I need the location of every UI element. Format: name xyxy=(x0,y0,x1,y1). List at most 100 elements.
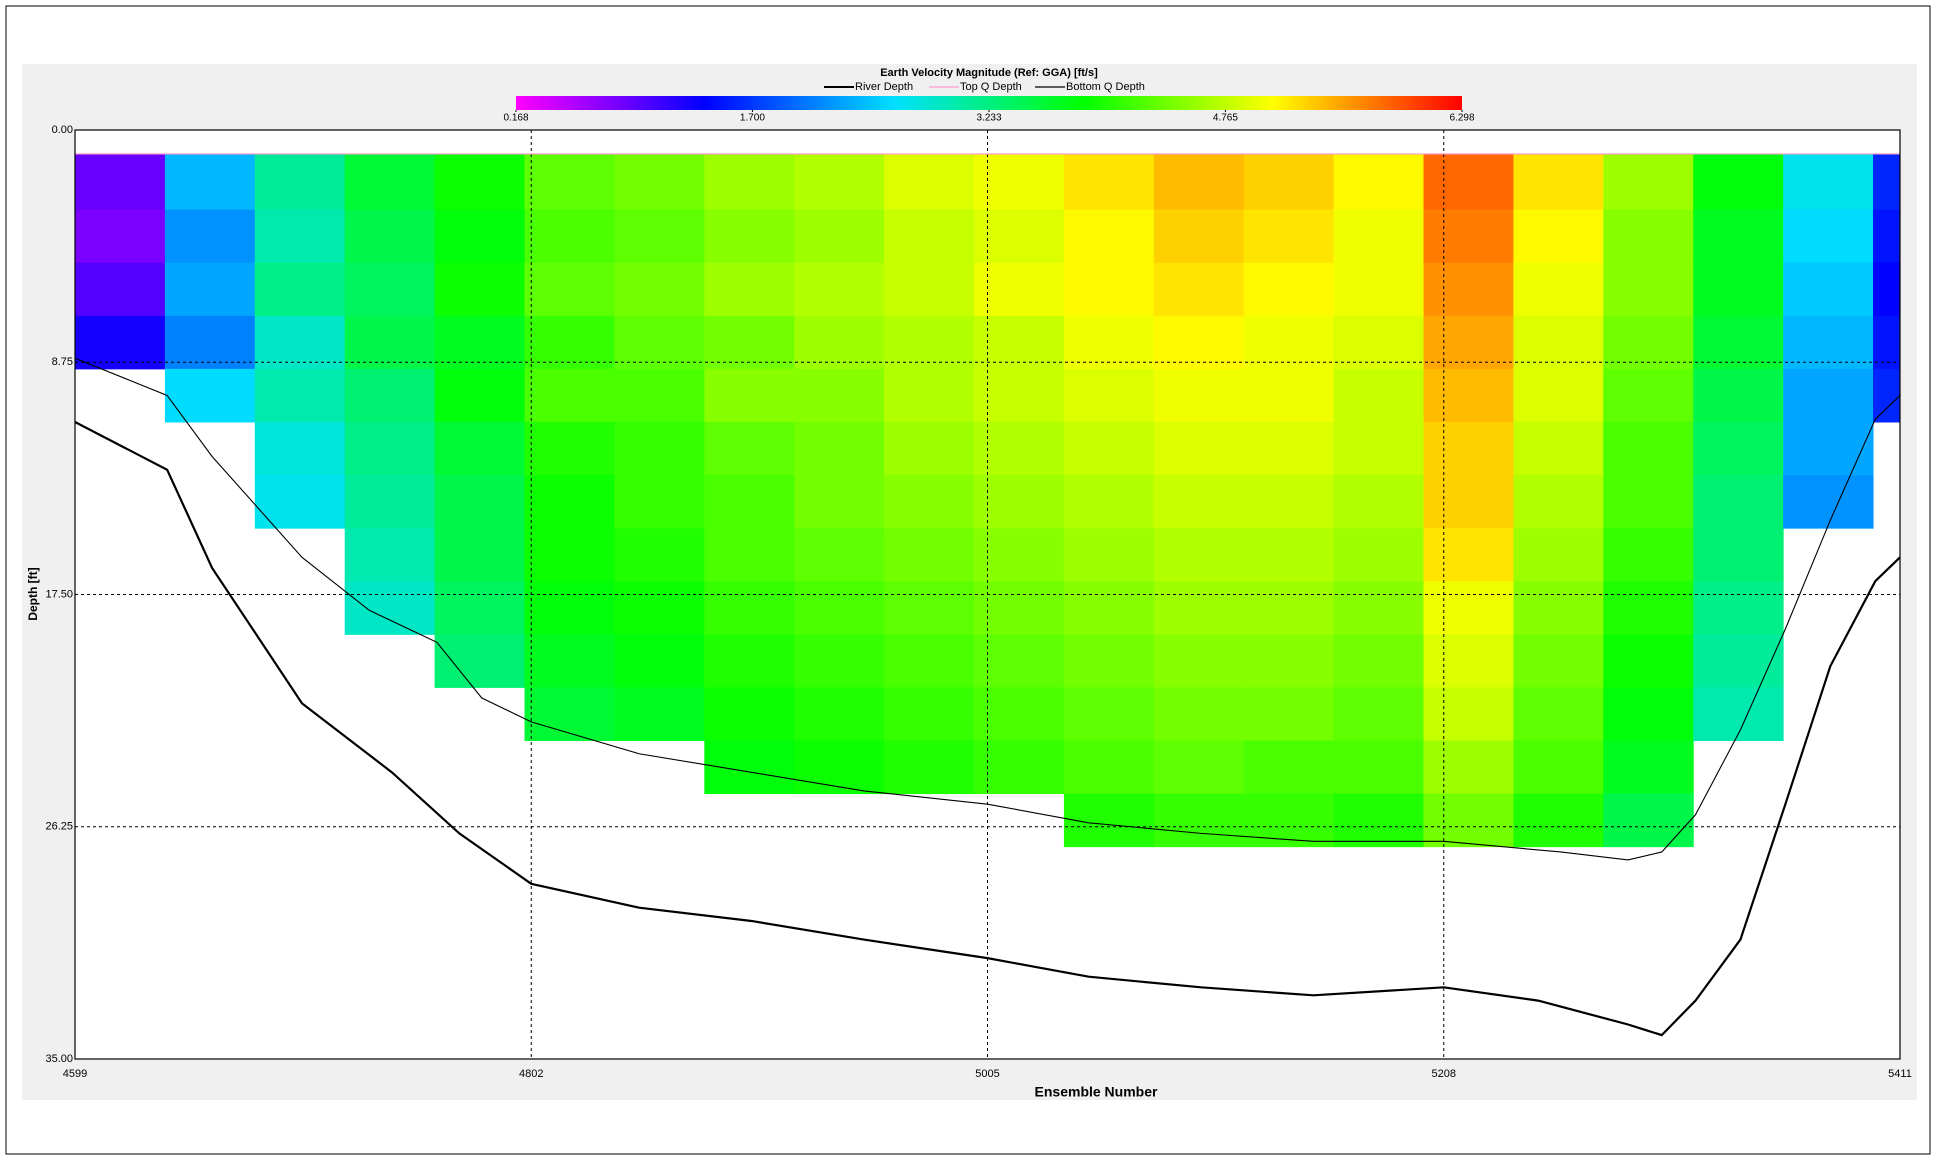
velocity-cell xyxy=(434,368,526,423)
velocity-cell xyxy=(1063,634,1155,688)
velocity-cell xyxy=(1603,687,1694,741)
legend-label: Top Q Depth xyxy=(960,81,1022,93)
velocity-cell xyxy=(704,153,795,211)
velocity-cell xyxy=(524,528,615,582)
velocity-cell xyxy=(1603,153,1694,211)
x-tick-label: 5208 xyxy=(1432,1068,1456,1080)
velocity-cell xyxy=(254,315,346,370)
velocity-cell xyxy=(434,315,526,370)
velocity-cell xyxy=(614,153,705,211)
x-tick-label: 4802 xyxy=(519,1068,543,1080)
velocity-cell xyxy=(794,634,885,688)
velocity-cell xyxy=(974,315,1065,370)
x-tick-label: 4599 xyxy=(63,1068,87,1080)
x-tick-label: 5411 xyxy=(1888,1068,1912,1080)
velocity-cell xyxy=(434,581,526,635)
velocity-cell xyxy=(524,368,615,423)
velocity-cell xyxy=(704,475,795,529)
velocity-cell xyxy=(974,475,1065,529)
velocity-cell xyxy=(704,581,795,635)
velocity-cell xyxy=(794,368,885,423)
velocity-cell xyxy=(1333,475,1425,529)
velocity-cell xyxy=(344,581,436,635)
velocity-cell xyxy=(794,421,885,476)
velocity-cell xyxy=(434,634,526,688)
velocity-cell xyxy=(344,315,436,370)
velocity-cell xyxy=(524,475,615,529)
velocity-cell xyxy=(704,368,795,423)
velocity-cell xyxy=(974,687,1065,741)
velocity-cell xyxy=(1423,209,1514,264)
velocity-cell xyxy=(974,262,1065,317)
velocity-cell xyxy=(794,315,885,370)
plot-border xyxy=(74,129,1901,1060)
velocity-cell xyxy=(1603,368,1694,423)
velocity-cell xyxy=(704,209,795,264)
velocity-cell xyxy=(974,421,1065,476)
velocity-cell xyxy=(614,687,705,741)
velocity-cell xyxy=(614,475,705,529)
velocity-cell xyxy=(1423,153,1514,211)
velocity-cell xyxy=(1063,421,1155,476)
velocity-cell xyxy=(1423,475,1514,529)
velocity-cell xyxy=(1243,368,1335,423)
velocity-cell xyxy=(1243,209,1335,264)
velocity-cell xyxy=(884,740,975,795)
velocity-cell xyxy=(254,368,346,423)
velocity-cell xyxy=(884,209,975,264)
velocity-cell xyxy=(974,368,1065,423)
velocity-cell xyxy=(344,421,436,476)
velocity-cell xyxy=(1153,315,1245,370)
velocity-cell xyxy=(434,262,526,317)
velocity-cell xyxy=(1153,581,1245,635)
velocity-cell xyxy=(1603,740,1694,795)
velocity-cell xyxy=(794,687,885,741)
depth-line xyxy=(74,420,1901,1037)
velocity-cell xyxy=(794,740,885,795)
velocity-cell xyxy=(75,209,166,264)
velocity-cell xyxy=(1513,793,1604,848)
velocity-cell xyxy=(1423,687,1514,741)
velocity-cell xyxy=(1333,315,1425,370)
velocity-cell xyxy=(1603,581,1694,635)
velocity-cell xyxy=(794,209,885,264)
velocity-cell xyxy=(434,421,526,476)
velocity-cell xyxy=(1513,315,1604,370)
velocity-cell xyxy=(1423,793,1514,848)
velocity-cell xyxy=(1063,153,1155,211)
velocity-cell xyxy=(1423,262,1514,317)
velocity-cell xyxy=(254,262,346,317)
velocity-cell xyxy=(1423,368,1514,423)
velocity-cell xyxy=(254,475,346,529)
velocity-cell xyxy=(1423,740,1514,795)
velocity-cell xyxy=(884,421,975,476)
colorbar-tick-label: 6.298 xyxy=(1449,113,1474,124)
velocity-cell xyxy=(1603,793,1694,848)
velocity-cell xyxy=(1423,634,1514,688)
velocity-cell xyxy=(1243,315,1335,370)
velocity-cell xyxy=(1423,581,1514,635)
velocity-cell xyxy=(1513,687,1604,741)
velocity-cell xyxy=(884,581,975,635)
velocity-cell xyxy=(344,209,436,264)
velocity-cell xyxy=(254,421,346,476)
velocity-cell xyxy=(164,262,256,317)
velocity-cell xyxy=(1693,581,1784,635)
velocity-cell xyxy=(524,209,615,264)
velocity-cell xyxy=(1873,368,1901,423)
y-tick-label: 26.25 xyxy=(45,821,73,833)
velocity-cell xyxy=(1333,209,1425,264)
velocity-cell xyxy=(1783,421,1874,476)
velocity-cell xyxy=(1243,262,1335,317)
velocity-cell xyxy=(1063,475,1155,529)
y-tick-label: 35.00 xyxy=(45,1053,73,1065)
depth-line xyxy=(74,357,1901,861)
velocity-cell xyxy=(1513,475,1604,529)
velocity-cell xyxy=(1513,153,1604,211)
velocity-cell xyxy=(1513,368,1604,423)
velocity-cell xyxy=(434,475,526,529)
velocity-cell xyxy=(1153,528,1245,582)
velocity-cell xyxy=(1063,581,1155,635)
velocity-cell xyxy=(1603,262,1694,317)
